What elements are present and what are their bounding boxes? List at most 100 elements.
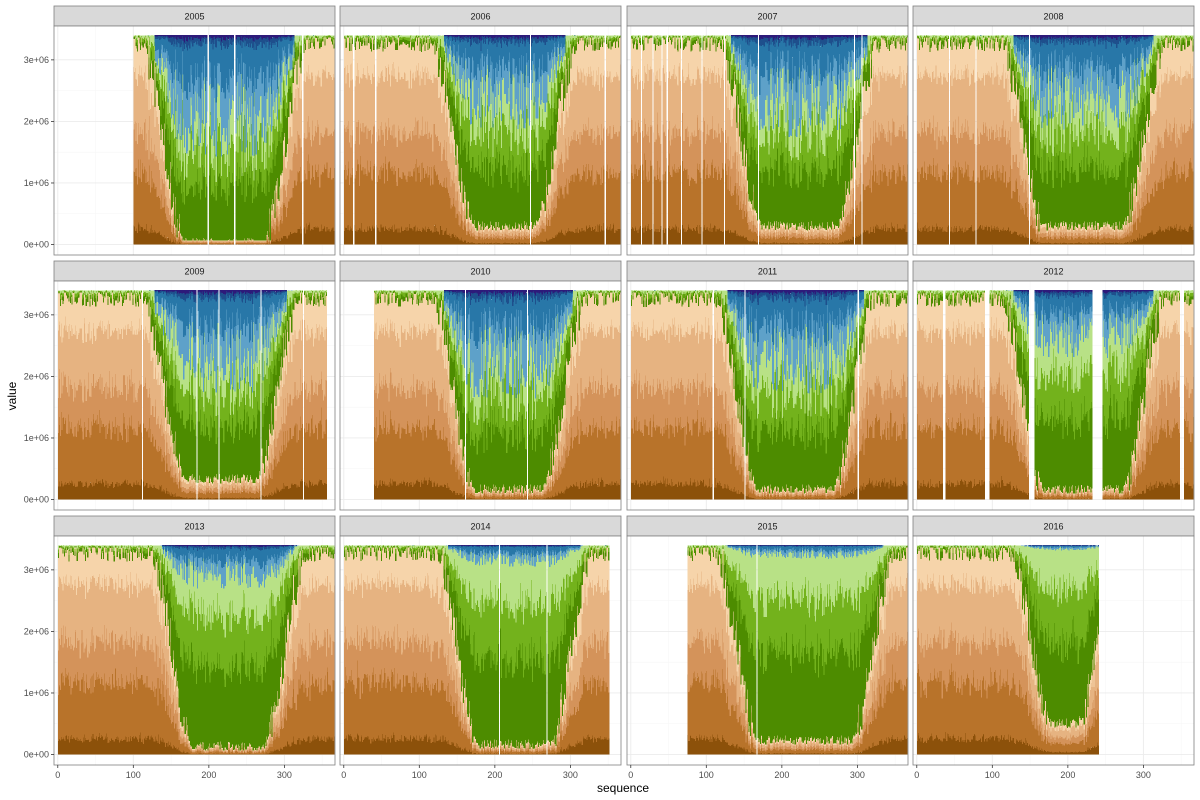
series-layer-4: [343, 570, 610, 752]
series-layer-4: [57, 316, 328, 492]
series-layer-3: [343, 623, 610, 753]
series-layer-6: [373, 291, 621, 494]
x-tick-label: 100: [126, 770, 141, 780]
series-layer-8: [916, 545, 1100, 607]
stacked-area-series: [373, 290, 621, 500]
series-layer-6: [916, 36, 1194, 232]
x-tick-label: 200: [1060, 770, 1075, 780]
facet-panel-2016: 2016 0 100 200 300: [912, 515, 1195, 780]
facet-panel-2005: 2005 0e+00 1e+06 2e+06 3e+06: [24, 5, 336, 256]
y-tick-label: 1e+06: [24, 688, 49, 698]
facet-panels: 2005 0e+00 1e+06 2e+06 3e+06 2006 2007 2008 2009…: [24, 5, 1195, 780]
series-layer-12: [444, 290, 574, 297]
y-tick-label: 1e+06: [24, 178, 49, 188]
series-layer-1: [343, 732, 610, 755]
series-layer-12: [154, 290, 288, 297]
series-layer-8: [630, 35, 908, 161]
facet-strip-label: 2008: [1043, 12, 1063, 22]
series-layer-3: [373, 367, 621, 498]
series-layer-7: [343, 35, 621, 193]
series-layer-1: [630, 221, 908, 245]
series-layer-11: [445, 545, 583, 549]
y-tick-label: 3e+06: [24, 55, 49, 65]
series-layer-7: [57, 545, 335, 687]
facet-strip-label: 2014: [470, 522, 490, 532]
series-layer-5: [57, 292, 328, 487]
y-tick-label: 1e+06: [24, 433, 49, 443]
series-layer-12: [154, 35, 295, 43]
stacked-area-series: [916, 35, 1194, 245]
series-layer-10: [142, 35, 335, 107]
series-layer-10: [343, 545, 607, 558]
series-layer-11: [727, 290, 865, 307]
series-layer-1: [57, 732, 335, 755]
series-layer-10: [916, 545, 1100, 549]
series-layer-2: [373, 410, 621, 500]
series-layer-6: [687, 546, 908, 745]
series-layer-2: [687, 664, 908, 754]
series-layer-11: [731, 35, 868, 51]
facet-panel-2006: 2006: [339, 5, 622, 256]
series-layer-5: [343, 37, 621, 233]
series-layer-6: [343, 546, 610, 749]
series-layer-2: [916, 411, 1194, 500]
x-tick-label: 200: [201, 770, 216, 780]
x-axis-title: sequence: [597, 781, 649, 795]
series-layer-11: [1013, 35, 1156, 49]
stacked-area-series: [57, 545, 335, 755]
panel-border: [912, 280, 1195, 511]
series-layer-7: [343, 545, 610, 682]
series-layer-2: [916, 157, 1194, 244]
series-layer-3: [916, 108, 1194, 241]
facet-panel-2010: 2010: [339, 260, 622, 511]
series-layer-4: [57, 571, 335, 753]
facet-panel-2015: 2015 0 100 200 300: [626, 515, 909, 780]
series-layer-12: [444, 35, 566, 41]
facet-strip-label: 2015: [757, 522, 777, 532]
facet-strip-label: 2006: [470, 12, 490, 22]
series-layer-2: [343, 156, 621, 244]
x-tick-label: 300: [1136, 770, 1151, 780]
stacked-area-series: [57, 290, 328, 500]
facet-strip-label: 2016: [1043, 522, 1063, 532]
panel-border: [53, 280, 336, 511]
stacked-area-series: [133, 35, 335, 245]
series-layer-7: [630, 35, 908, 191]
panel-border: [339, 280, 622, 511]
series-layer-12: [727, 290, 864, 297]
series-layer-5: [133, 37, 335, 242]
facet-strip-label: 2012: [1043, 267, 1063, 277]
series-layer-6: [916, 546, 1100, 728]
stacked-area-series: [343, 35, 621, 245]
x-tick-label: 0: [914, 770, 919, 780]
series-layer-6: [57, 291, 328, 484]
facet-panel-2013: 2013 0e+00 1e+06 2e+06 3e+06 0 100 200 300: [24, 515, 336, 780]
series-layer-4: [916, 62, 1194, 238]
series-layer-9: [916, 290, 1194, 359]
y-tick-label: 0e+00: [24, 750, 49, 760]
series-layer-1: [687, 733, 908, 755]
series-layer-5: [916, 292, 1194, 495]
facet-strip-label: 2005: [184, 12, 204, 22]
series-layer-6: [57, 546, 335, 751]
stacked-area-series: [630, 35, 908, 245]
series-layer-2: [343, 660, 610, 755]
x-tick-label: 100: [985, 770, 1000, 780]
series-layer-4: [687, 571, 908, 750]
series-layer-10: [345, 35, 620, 92]
series-layer-2: [630, 153, 908, 244]
facet-strip-label: 2011: [758, 267, 777, 277]
series-layer-5: [630, 37, 908, 233]
series-layer-3: [57, 623, 335, 754]
series-layer-3: [687, 627, 908, 752]
series-layer-1: [133, 222, 335, 245]
series-layer-7: [630, 290, 908, 454]
y-tick-label: 0e+00: [24, 240, 49, 250]
facet-panel-2011: 2011: [626, 260, 909, 511]
series-layer-9: [57, 545, 335, 589]
series-layer-11: [727, 545, 885, 548]
series-layer-5: [343, 547, 610, 750]
series-layer-6: [133, 36, 335, 241]
